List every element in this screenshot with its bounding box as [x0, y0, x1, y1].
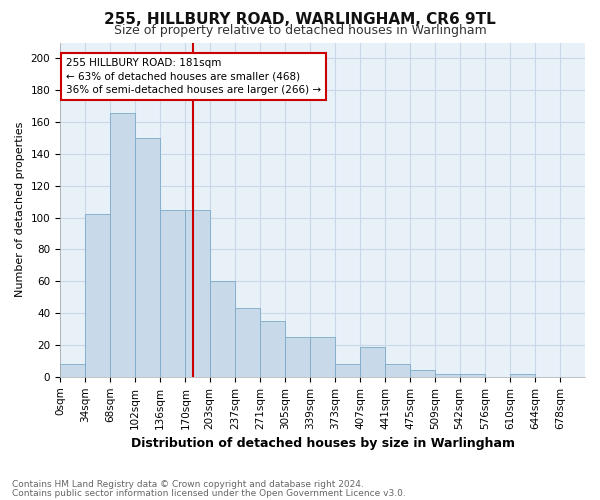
Y-axis label: Number of detached properties: Number of detached properties [15, 122, 25, 298]
Bar [110, 112, 135, 377]
X-axis label: Distribution of detached houses by size in Warlingham: Distribution of detached houses by size … [131, 437, 515, 450]
Bar [460, 374, 485, 377]
Text: Size of property relative to detached houses in Warlingham: Size of property relative to detached ho… [113, 24, 487, 37]
Bar [335, 364, 360, 377]
Bar [60, 364, 85, 377]
Bar [410, 370, 436, 377]
Bar [510, 374, 535, 377]
Bar [160, 210, 185, 377]
Bar [310, 337, 335, 377]
Text: 255, HILLBURY ROAD, WARLINGHAM, CR6 9TL: 255, HILLBURY ROAD, WARLINGHAM, CR6 9TL [104, 12, 496, 28]
Bar [235, 308, 260, 377]
Bar [185, 210, 210, 377]
Bar [135, 138, 160, 377]
Bar [436, 374, 460, 377]
Bar [360, 346, 385, 377]
Text: Contains HM Land Registry data © Crown copyright and database right 2024.: Contains HM Land Registry data © Crown c… [12, 480, 364, 489]
Bar [285, 337, 310, 377]
Bar [260, 321, 285, 377]
Text: Contains public sector information licensed under the Open Government Licence v3: Contains public sector information licen… [12, 488, 406, 498]
Text: 255 HILLBURY ROAD: 181sqm
← 63% of detached houses are smaller (468)
36% of semi: 255 HILLBURY ROAD: 181sqm ← 63% of detac… [66, 58, 321, 95]
Bar [385, 364, 410, 377]
Bar [210, 282, 235, 377]
Bar [85, 214, 110, 377]
